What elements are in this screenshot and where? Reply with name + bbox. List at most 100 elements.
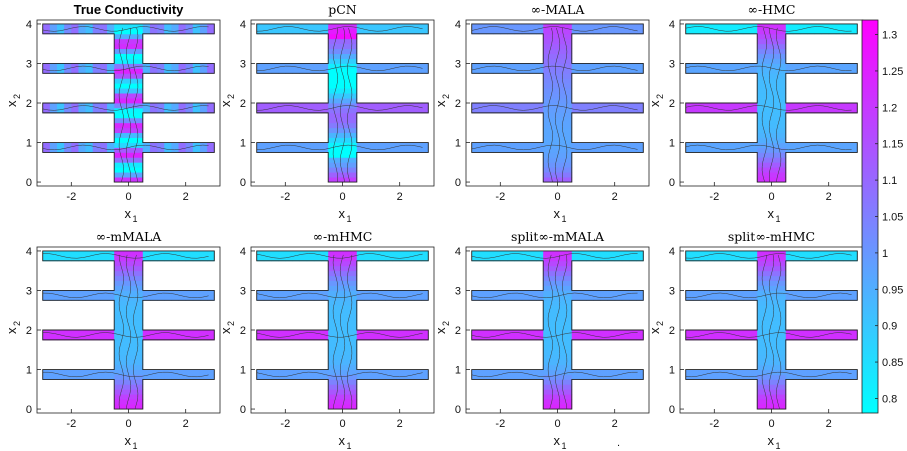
heat-cell	[543, 48, 551, 54]
heat-cell	[363, 63, 372, 69]
heat-cell	[71, 374, 79, 380]
heat-cell	[292, 250, 301, 257]
heat-cell	[128, 172, 137, 178]
heat-cell	[842, 250, 851, 257]
heat-cell	[135, 300, 144, 306]
heat-cell	[814, 255, 822, 262]
heat-cell	[207, 250, 215, 257]
heat-cell	[185, 28, 194, 35]
heat-cell	[85, 369, 94, 375]
heat-cell	[692, 369, 701, 375]
heat-cells	[471, 250, 644, 410]
heat-cell	[185, 68, 194, 74]
heat-cell	[321, 28, 329, 35]
heat-cell	[356, 330, 365, 336]
heat-cell	[356, 290, 365, 296]
heat-cell	[92, 255, 101, 262]
heat-cell	[178, 374, 187, 380]
contour-line	[256, 144, 423, 151]
heat-cell	[771, 33, 780, 40]
heat-cell	[564, 260, 573, 267]
heat-cell	[621, 103, 630, 109]
heat-cell	[49, 147, 58, 153]
heat-cell	[593, 255, 601, 262]
heat-cell	[271, 290, 279, 296]
heat-cell	[192, 147, 201, 153]
heat-cell	[342, 83, 351, 89]
heat-cell	[543, 33, 551, 40]
heat-cell	[564, 122, 573, 129]
heat-cell	[614, 255, 623, 262]
heat-cell	[85, 334, 94, 341]
heat-cell	[478, 374, 487, 380]
y-tick-label: 2	[669, 325, 675, 337]
heat-cell	[49, 369, 58, 375]
heat-cell	[778, 404, 787, 410]
heat-cell	[335, 172, 343, 178]
heat-cell	[413, 295, 422, 301]
x-tick-label: 2	[397, 418, 403, 430]
heat-cell	[543, 122, 551, 129]
heat-cell	[628, 28, 637, 35]
heat-cell	[507, 103, 516, 109]
heat-cell	[99, 147, 108, 153]
heat-cell	[313, 290, 322, 296]
heat-cell	[328, 127, 336, 134]
heat-cell	[85, 374, 94, 380]
heat-cell	[564, 172, 573, 178]
heat-cell	[707, 290, 715, 296]
heat-cell	[564, 374, 573, 380]
heat-cell	[342, 172, 351, 178]
heat-cell	[256, 68, 265, 74]
heat-cell	[550, 112, 558, 119]
heat-cell	[49, 374, 58, 380]
y-tick-label: 2	[26, 325, 32, 337]
heat-cell	[750, 250, 758, 257]
y-axis-label: x	[647, 100, 662, 107]
heat-cell	[342, 53, 351, 59]
heat-cell	[342, 285, 351, 291]
heat-cell	[750, 369, 758, 375]
heat-cell	[128, 112, 137, 119]
heat-cell	[328, 172, 336, 178]
y-tick-label: 4	[669, 246, 675, 258]
heat-cell	[128, 394, 137, 400]
heat-cell	[135, 359, 144, 365]
heat-cell	[764, 93, 772, 99]
contour-line	[685, 144, 852, 151]
heat-cell	[171, 68, 179, 74]
heat-cell	[149, 295, 158, 301]
contour-line	[256, 371, 423, 378]
heat-cell	[157, 334, 165, 341]
heat-cell	[135, 255, 144, 262]
heat-cell	[764, 404, 772, 410]
heat-cell	[335, 354, 343, 361]
heat-cell	[586, 28, 594, 35]
heat-cell	[771, 93, 780, 99]
heat-cell	[850, 374, 858, 380]
heat-cell	[692, 295, 701, 301]
heat-cell	[564, 43, 573, 50]
heat-cell	[771, 63, 780, 69]
heat-cell	[821, 103, 830, 109]
heat-cell	[107, 107, 115, 114]
heat-cell	[121, 147, 129, 153]
contour-line	[554, 254, 561, 410]
heat-cell	[807, 68, 815, 74]
contour-lines	[42, 26, 209, 183]
heat-cell	[564, 334, 573, 341]
heat-cell	[271, 374, 279, 380]
heat-cell	[792, 103, 801, 109]
heat-cell	[536, 295, 544, 301]
heat-cell	[621, 28, 630, 35]
heat-cell	[263, 63, 272, 69]
heat-cell	[778, 315, 787, 321]
heat-cell	[600, 68, 608, 74]
heat-cell	[121, 374, 129, 380]
heat-cell	[71, 103, 79, 109]
heat-cell	[721, 295, 730, 301]
heat-cell	[135, 399, 144, 405]
heat-cell	[493, 28, 501, 35]
y-tick-label: 4	[26, 19, 32, 31]
